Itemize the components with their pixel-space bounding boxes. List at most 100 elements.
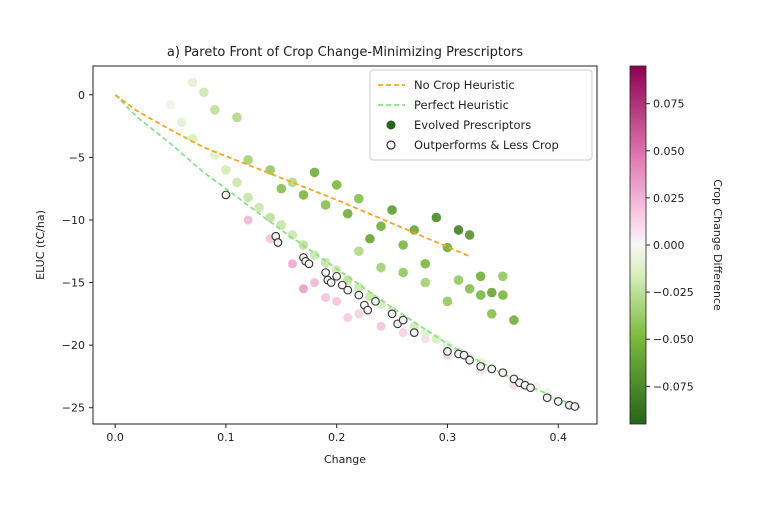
x-tick-label: 0.2 bbox=[328, 431, 346, 444]
x-tick-label: 0.0 bbox=[106, 431, 124, 444]
outperforms-point bbox=[321, 268, 330, 277]
evolved-point bbox=[298, 190, 309, 200]
colorbar-tick-label: 0.000 bbox=[653, 239, 685, 252]
legend-perfect-label: Perfect Heuristic bbox=[414, 98, 509, 112]
pink-point bbox=[398, 328, 408, 338]
pink-point bbox=[321, 293, 331, 303]
evolved-point bbox=[475, 271, 486, 282]
y-tick-label: −20 bbox=[62, 339, 85, 352]
outperforms-point bbox=[363, 305, 373, 315]
outperforms-point bbox=[326, 278, 336, 287]
colorbar-gradient bbox=[629, 65, 647, 425]
y-tick-label: −5 bbox=[69, 151, 85, 164]
evolved-point bbox=[431, 212, 442, 223]
legend: No Crop Heuristic Perfect Heuristic Evol… bbox=[369, 69, 593, 161]
x-tick-label: 0.4 bbox=[549, 431, 567, 444]
evolved-point bbox=[486, 309, 497, 319]
pink-point bbox=[354, 309, 364, 319]
legend-box bbox=[369, 69, 593, 161]
outperforms-point bbox=[354, 290, 364, 300]
colorbar-tick-label: −0.075 bbox=[653, 380, 694, 393]
colorbar-tick-label: 0.025 bbox=[653, 192, 685, 205]
outperforms-point bbox=[526, 383, 535, 393]
evolved-point bbox=[331, 265, 342, 275]
y-axis-ticks: 0 −5 −10 −15 −20 −25 bbox=[62, 89, 93, 415]
evolved-point bbox=[464, 230, 475, 240]
legend-outperforms-swatch bbox=[386, 140, 396, 150]
y-tick-label: −25 bbox=[62, 402, 85, 415]
evolved-point bbox=[342, 208, 353, 219]
evolved-point bbox=[254, 202, 264, 213]
evolved-point bbox=[276, 183, 287, 194]
colorbar: 0.075 0.050 0.025 0.000 −0.025 −0.050 −0.075 C… bbox=[629, 65, 724, 425]
outperforms-point bbox=[476, 362, 486, 371]
evolved-point bbox=[354, 282, 364, 293]
evolved-point bbox=[398, 267, 408, 278]
outperforms-point bbox=[487, 364, 497, 374]
evolved-point bbox=[453, 225, 464, 235]
outperforms-point bbox=[498, 368, 508, 378]
outperforms-point bbox=[570, 402, 580, 411]
outperforms-point bbox=[337, 280, 347, 290]
evolved-point bbox=[331, 180, 342, 190]
chart-title: a) Pareto Front of Crop Change-Minimizin… bbox=[167, 45, 523, 60]
pink-point bbox=[343, 313, 353, 323]
evolved-point bbox=[243, 192, 253, 203]
outperforms-point bbox=[371, 296, 380, 306]
outperforms-point bbox=[465, 355, 474, 365]
evolved-point bbox=[498, 271, 508, 282]
pink-point bbox=[332, 296, 342, 306]
pink-point bbox=[243, 215, 253, 225]
evolved-point bbox=[210, 105, 220, 115]
y-tick-label: 0 bbox=[78, 89, 85, 102]
outperforms-points bbox=[221, 190, 580, 411]
legend-no-crop-label: No Crop Heuristic bbox=[414, 78, 515, 92]
x-tick-label: 0.3 bbox=[439, 431, 457, 444]
pink-point bbox=[310, 278, 320, 288]
x-axis-ticks: 0.0 0.1 0.2 0.3 0.4 bbox=[106, 424, 567, 444]
evolved-point bbox=[287, 177, 298, 188]
legend-evolved-label: Evolved Prescriptors bbox=[414, 118, 531, 132]
y-tick-label: −15 bbox=[62, 277, 85, 290]
evolved-point bbox=[486, 287, 497, 298]
evolved-point bbox=[453, 275, 464, 285]
colorbar-tick-label: 0.075 bbox=[653, 98, 685, 111]
outperforms-point bbox=[343, 285, 353, 295]
evolved-point bbox=[464, 284, 475, 294]
evolved-point bbox=[187, 77, 198, 88]
outperforms-point bbox=[221, 190, 231, 200]
outperforms-point bbox=[332, 271, 342, 281]
plot-frame bbox=[92, 65, 598, 425]
x-tick-label: 0.1 bbox=[217, 431, 235, 444]
evolved-point bbox=[354, 246, 364, 257]
evolved-point bbox=[221, 165, 231, 175]
evolved-point bbox=[210, 150, 220, 160]
evolved-point bbox=[442, 296, 453, 307]
evolved-point bbox=[420, 327, 431, 338]
evolved-point bbox=[420, 258, 431, 269]
evolved-point bbox=[354, 193, 364, 204]
evolved-point bbox=[365, 233, 375, 244]
colorbar-tick-label: −0.050 bbox=[653, 333, 694, 346]
evolved-point bbox=[376, 262, 386, 273]
evolved-point bbox=[420, 277, 431, 288]
outperforms-point bbox=[304, 259, 314, 269]
evolved-point bbox=[376, 221, 386, 232]
outperforms-point bbox=[273, 238, 283, 247]
colorbar-ticks: 0.075 0.050 0.025 0.000 −0.025 −0.050 −0.075 bbox=[646, 98, 694, 393]
evolved-point bbox=[198, 87, 209, 98]
evolved-point bbox=[320, 200, 331, 210]
evolved-point bbox=[431, 334, 442, 344]
evolved-point bbox=[232, 177, 242, 188]
x-axis-label: Change bbox=[324, 453, 366, 466]
evolved-point bbox=[232, 112, 242, 123]
colorbar-tick-label: −0.025 bbox=[653, 286, 694, 299]
pink-point bbox=[298, 284, 308, 294]
outperforms-point bbox=[443, 347, 452, 356]
evolved-point bbox=[165, 100, 176, 110]
legend-evolved-swatch bbox=[386, 120, 396, 130]
outperforms-point bbox=[409, 328, 419, 337]
evolved-point bbox=[387, 205, 397, 215]
outperforms-point bbox=[398, 315, 408, 325]
